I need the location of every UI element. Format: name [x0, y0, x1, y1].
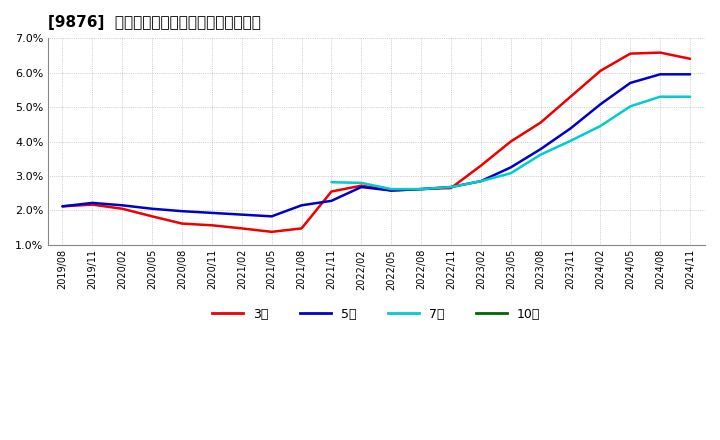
Text: [9876]  経常利益マージンの標準偏差の推移: [9876] 経常利益マージンの標準偏差の推移 [48, 15, 261, 30]
Legend: 3年, 5年, 7年, 10年: 3年, 5年, 7年, 10年 [207, 303, 546, 326]
